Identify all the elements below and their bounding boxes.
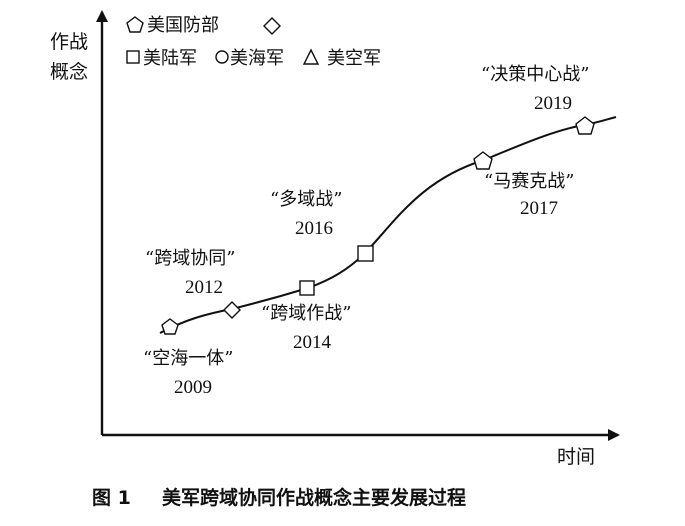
- milestone-name-2014: “跨域作战”: [261, 303, 351, 324]
- legend-navy-label: 美海军: [230, 48, 284, 69]
- milestone-name-2019: “决策中心战”: [481, 64, 589, 85]
- milestone-year-2009: 2009: [174, 377, 212, 398]
- y-axis-label-line2: 概念: [50, 60, 88, 83]
- figure-number: 图 1: [92, 487, 131, 509]
- triangle-icon: [302, 48, 320, 65]
- diamond-icon: [223, 301, 241, 319]
- diamond-icon: [263, 17, 281, 35]
- square-icon: [126, 50, 140, 64]
- milestone-year-2012: 2012: [185, 277, 223, 298]
- pentagon-icon: [126, 16, 144, 33]
- development-curve: [159, 116, 617, 334]
- figure-title: 美军跨域协同作战概念主要发展过程: [162, 486, 466, 509]
- milestone-name-2016: “多域战”: [270, 189, 342, 210]
- milestone-year-2019: 2019: [534, 93, 572, 114]
- legend: 美国防部 美陆军 美海军 美空军: [126, 15, 381, 69]
- legend-dod-label: 美国防部: [147, 15, 219, 36]
- circle-icon: [215, 50, 229, 64]
- x-axis-label: 时间: [557, 446, 595, 468]
- legend-airforce-label: 美空军: [327, 48, 381, 69]
- milestone-year-2017: 2017: [520, 198, 558, 219]
- pentagon-icon: [575, 116, 595, 135]
- milestone-name-2017: “马赛克战”: [484, 171, 574, 192]
- legend-army-label: 美陆军: [143, 48, 197, 69]
- milestone-year-2016: 2016: [295, 218, 333, 239]
- y-axis-label-line1: 作战: [50, 31, 88, 53]
- pentagon-icon: [161, 318, 179, 335]
- pentagon-icon: [473, 151, 493, 170]
- square-icon: [357, 245, 374, 262]
- square-icon: [299, 280, 315, 296]
- milestone-year-2014: 2014: [293, 332, 332, 353]
- milestone-name-2009: “空海一体”: [143, 348, 233, 369]
- milestone-name-2012: “跨域协同”: [145, 248, 235, 269]
